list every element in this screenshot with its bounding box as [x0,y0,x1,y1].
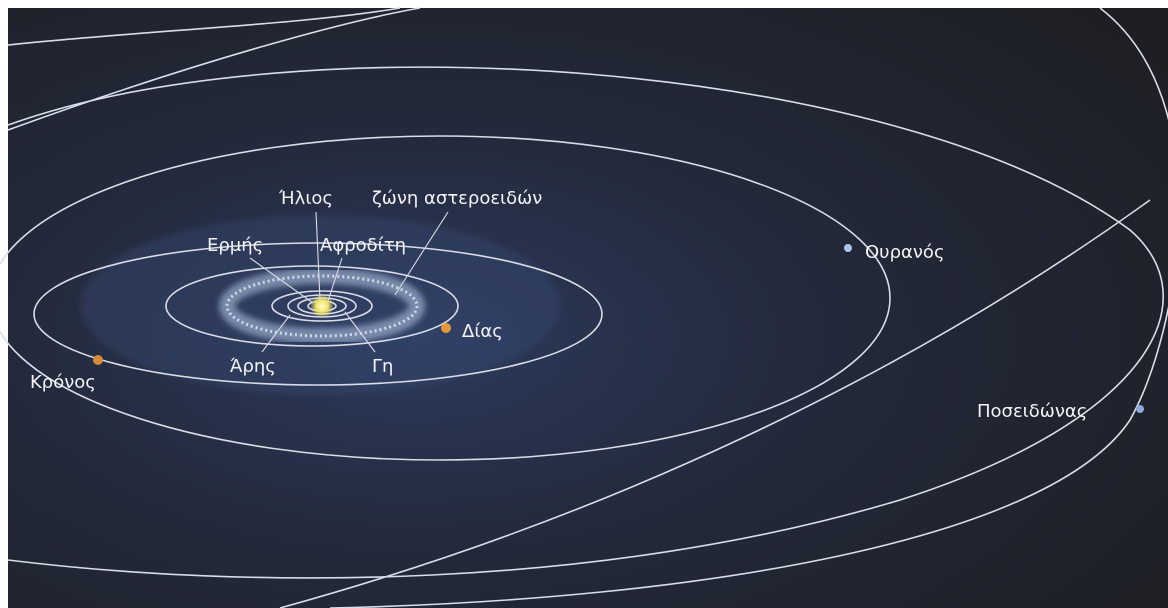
label-mercury: Ερμής [207,235,263,256]
label-asteroid-belt: ζώνη αστεροειδών [372,188,542,209]
label-saturn: Κρόνος [30,372,96,393]
label-jupiter: Δίας [462,321,503,342]
label-uranus: Ουρανός [865,242,945,263]
solar-system-diagram: Ήλιος ζώνη αστεροειδών Ερμής Αφροδίτη Δί… [0,0,1168,608]
label-mars: Άρης [230,356,276,377]
planet-neptune [1136,405,1144,413]
planet-jupiter [441,323,451,333]
planet-saturn [93,355,103,365]
label-neptune: Ποσειδώνας [977,401,1087,422]
label-sun: Ήλιος [278,188,333,209]
sun [310,294,334,318]
label-venus: Αφροδίτη [320,235,406,256]
page: Ήλιος ζώνη αστεροειδών Ερμής Αφροδίτη Δί… [0,0,1168,608]
label-earth: Γη [372,356,393,377]
planet-uranus [844,244,852,252]
